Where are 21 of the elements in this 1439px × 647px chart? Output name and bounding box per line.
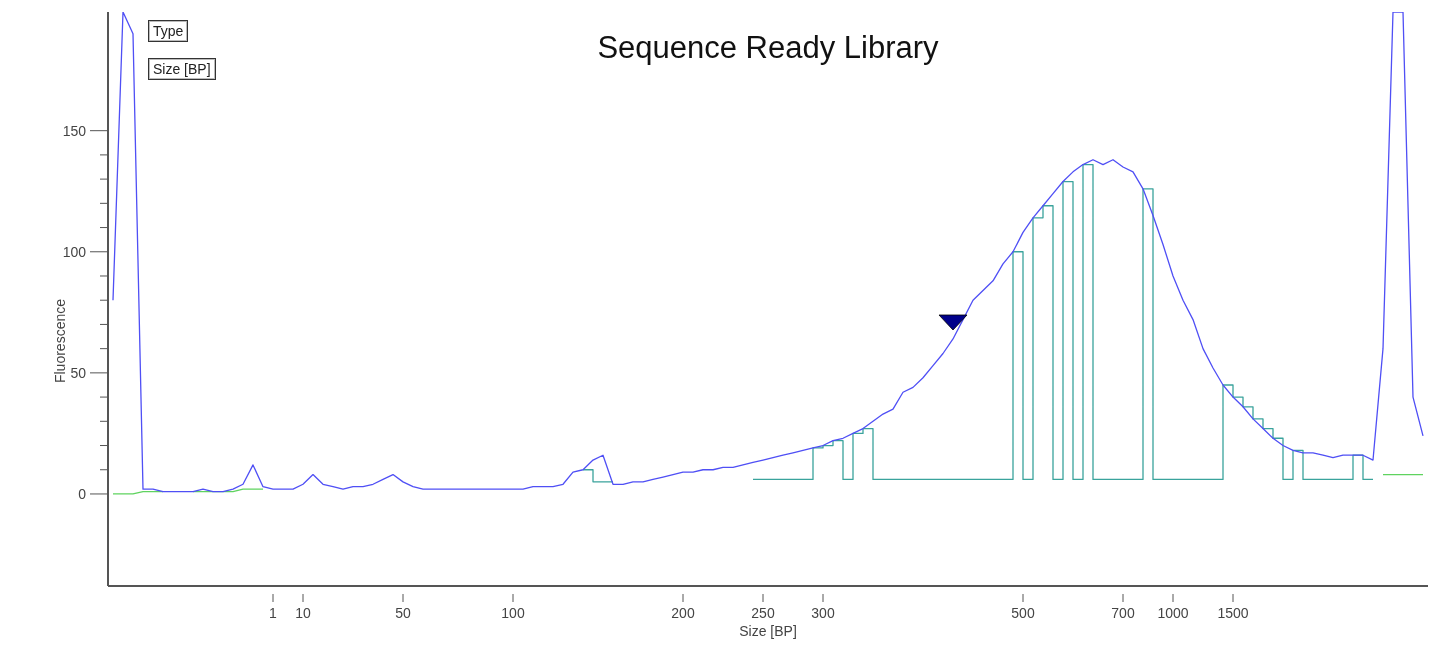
x-tick-label: 200 xyxy=(671,605,695,621)
x-tick-label: 1000 xyxy=(1157,605,1189,621)
text: Sequence Ready Library xyxy=(597,30,939,65)
line-series xyxy=(112,12,1424,493)
x-tick-label: 300 xyxy=(811,605,835,621)
y-tick-label: 50 xyxy=(70,364,87,381)
y-tick-label: 150 xyxy=(62,122,87,139)
x-tick-label: 50 xyxy=(395,605,411,621)
x-tick-label: 250 xyxy=(751,605,775,621)
x-tick-label: 100 xyxy=(501,605,525,621)
x-tick-label: 500 xyxy=(1011,605,1035,621)
y-tick-label: 100 xyxy=(62,243,87,260)
x-tick-label: 700 xyxy=(1111,605,1135,621)
x-axis-title: Size [BP] xyxy=(739,623,797,639)
x-tick-label: 10 xyxy=(295,605,311,621)
x-tick-label: 1500 xyxy=(1217,605,1249,621)
y-axis-title: Fluorescence xyxy=(51,298,68,384)
y-tick-label: 0 xyxy=(78,485,87,502)
x-tick-label: 1 xyxy=(269,605,278,621)
annotation: Type xyxy=(148,20,189,42)
annotation: Size [BP] xyxy=(148,58,216,80)
